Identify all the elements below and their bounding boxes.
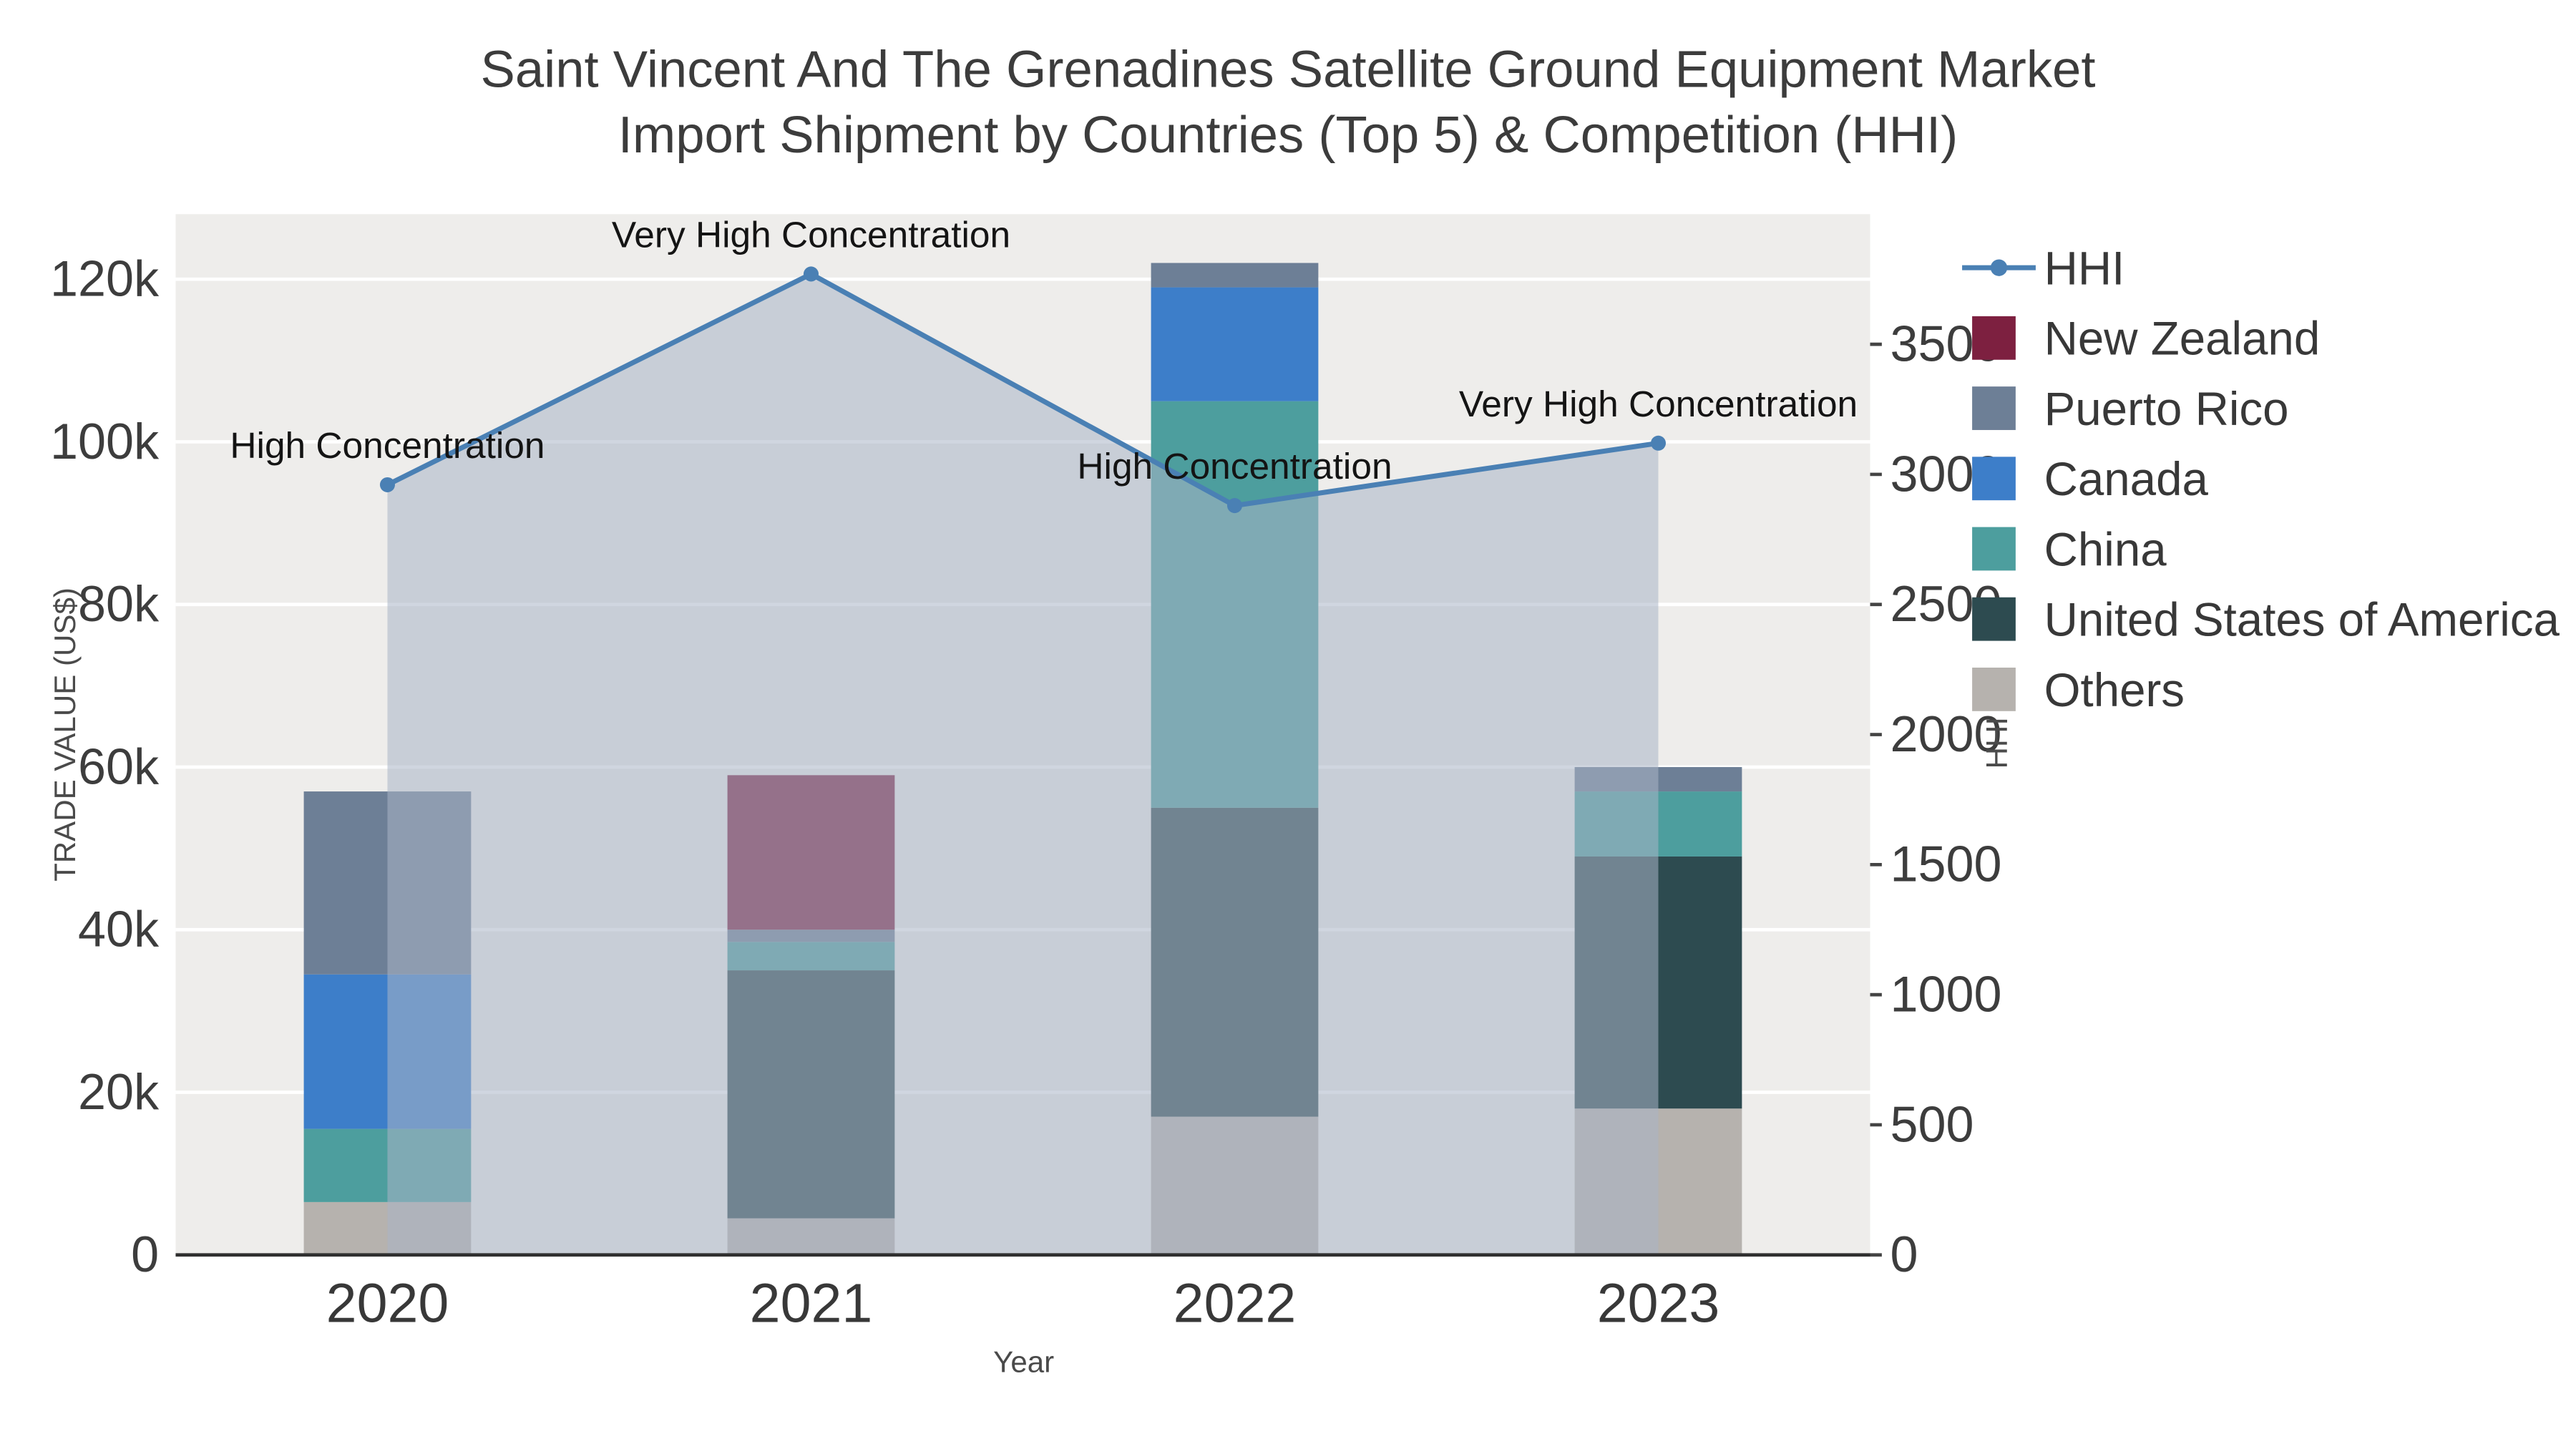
y-left-tick-label-100k: 100k <box>50 414 160 469</box>
y-right-tick-label-1500: 1500 <box>1890 836 2002 892</box>
bar-segment-canada-2022[interactable] <box>1151 287 1319 401</box>
y-right-tick-label-0: 0 <box>1890 1226 1918 1282</box>
x-axis-title: Year <box>993 1345 1054 1378</box>
legend-label: Puerto Rico <box>2044 383 2289 435</box>
y-left-tick-label-20k: 20k <box>78 1064 160 1120</box>
chart-title-line2: Import Shipment by Countries (Top 5) & C… <box>618 106 1958 164</box>
y-right-tick-label-500: 500 <box>1890 1096 1974 1152</box>
annotation-2022: High Concentration <box>1077 445 1392 487</box>
hhi-marker-2023[interactable] <box>1650 435 1667 451</box>
annotation-2021: Very High Concentration <box>612 214 1010 255</box>
hhi-line[interactable] <box>386 270 1659 509</box>
y-left-tick-label-80k: 80k <box>78 576 160 632</box>
legend-swatch <box>1972 457 2016 501</box>
hhi-marker-2020[interactable] <box>379 477 395 492</box>
legend-item-new-zealand[interactable]: New Zealand <box>1972 313 2320 365</box>
legend-swatch <box>1972 667 2016 711</box>
x-tick-label-2022: 2022 <box>1174 1272 1297 1334</box>
legend-label: Others <box>2044 664 2185 716</box>
x-tick-label-2020: 2020 <box>326 1272 449 1334</box>
legend-item-others[interactable]: Others <box>1972 664 2185 716</box>
legend-label: Canada <box>2044 453 2209 505</box>
legend-swatch <box>1972 386 2016 430</box>
legend-swatch <box>1972 597 2016 641</box>
legend-item-canada[interactable]: Canada <box>1972 453 2208 505</box>
x-tick-label-2023: 2023 <box>1597 1272 1720 1334</box>
annotation-2020: High Concentration <box>230 424 545 466</box>
legend-swatch <box>1972 316 2016 360</box>
legend-swatch <box>1972 527 2016 571</box>
legend-label: China <box>2044 523 2167 575</box>
hhi-area-fill <box>387 273 1659 1255</box>
y-left-tick-label-0: 0 <box>131 1226 159 1282</box>
legend-item-china[interactable]: China <box>1972 523 2167 575</box>
y-axis-left-title: TRADE VALUE (US$) <box>48 587 82 882</box>
legend-item-united-states-of-america[interactable]: United States of America <box>1972 594 2560 646</box>
y-axis-right-title: HHI <box>1980 717 2014 769</box>
y-right-tick-label-2000: 2000 <box>1890 706 2002 762</box>
chart-title-line1: Saint Vincent And The Grenadines Satelli… <box>481 41 2096 99</box>
legend-label: HHI <box>2044 243 2125 295</box>
legend: HHI New Zealand Puerto Rico Canada China Unit… <box>1962 243 2560 716</box>
legend-line-marker <box>1990 259 2008 276</box>
x-tick-label-2021: 2021 <box>750 1272 873 1334</box>
hhi-marker-2022[interactable] <box>1226 498 1243 514</box>
plot-area: High Concentration Very High Concentratio… <box>50 214 2002 1335</box>
bar-segment-puerto-rico-2022[interactable] <box>1151 263 1319 288</box>
legend-item-hhi[interactable]: HHI <box>1962 243 2124 295</box>
y-right-tick-label-1000: 1000 <box>1890 967 2002 1023</box>
hhi-marker-2021[interactable] <box>803 266 819 282</box>
legend-item-puerto-rico[interactable]: Puerto Rico <box>1972 383 2289 435</box>
y-left-tick-label-40k: 40k <box>78 902 160 957</box>
y-left-tick-label-120k: 120k <box>50 251 160 307</box>
y-left-tick-label-60k: 60k <box>78 738 160 794</box>
legend-label: New Zealand <box>2044 313 2321 365</box>
annotation-2023: Very High Concentration <box>1459 383 1858 424</box>
legend-label: United States of America <box>2044 594 2560 646</box>
